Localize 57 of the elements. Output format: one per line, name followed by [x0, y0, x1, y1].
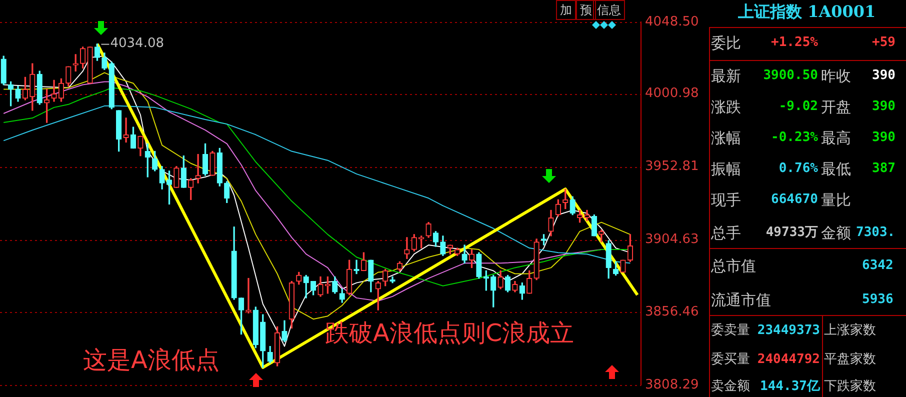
text: 上证指数 1A0001 — [738, 1, 876, 23]
text: 总手 — [711, 223, 741, 243]
text: 144.37亿 — [760, 378, 820, 396]
text: 最高 — [821, 128, 851, 148]
text: +59 — [872, 34, 896, 52]
annotation: 这是A浪低点 — [83, 346, 220, 374]
candlestick — [123, 118, 129, 143]
text: -0.23% — [771, 129, 818, 147]
text: 加 — [556, 0, 576, 20]
annotation: 4034.08 — [110, 36, 164, 52]
text: 昨收 — [821, 66, 851, 86]
text: 现手 — [711, 190, 741, 210]
candlestick — [354, 260, 360, 274]
candlestick — [404, 237, 410, 259]
text: 7303. — [856, 224, 896, 242]
y-tick-label: 4048.50 — [645, 14, 699, 30]
text: 23449373 — [757, 322, 820, 340]
text: 390 — [872, 129, 896, 147]
text: 信息 — [593, 0, 625, 20]
text: 390 — [872, 67, 896, 85]
annotation: 跌破A浪低点则C浪成立 — [325, 319, 574, 348]
text: 平盘家数 — [824, 351, 876, 369]
text: 5936 — [862, 291, 894, 309]
text: 委买量 — [711, 351, 750, 369]
text: 664670 — [771, 191, 818, 209]
y-tick-label: 3808.29 — [645, 378, 699, 393]
text: 卖金额 — [711, 378, 750, 396]
text: 最低 — [821, 159, 851, 179]
candlestick — [51, 80, 57, 102]
y-tick-label: 3904.63 — [645, 232, 699, 247]
text: 振幅 — [711, 159, 741, 179]
text: 委比 — [711, 33, 741, 53]
y-tick-label: 3856.46 — [645, 304, 699, 320]
text: 下跌家数 — [824, 378, 876, 396]
text: 涨跌 — [711, 97, 741, 117]
text: 49733万 — [766, 224, 818, 242]
text: 0.76% — [778, 160, 818, 178]
text: 预 — [576, 0, 596, 20]
text: 387 — [872, 160, 896, 178]
y-tick-label: 3952.81 — [645, 159, 699, 174]
text: 委卖量 — [711, 322, 750, 340]
text: 24044792 — [757, 351, 820, 369]
text: 390 — [872, 98, 896, 116]
text: +1.25% — [771, 34, 818, 52]
text: 流通市值 — [711, 290, 771, 310]
text: 上涨家数 — [824, 322, 876, 340]
text: 开盘 — [821, 97, 851, 117]
text: 量比 — [821, 190, 851, 210]
text: 最新 — [711, 66, 741, 86]
text: 涨幅 — [711, 128, 741, 148]
text: 金额 — [821, 223, 851, 243]
y-tick-label: 4000.98 — [645, 86, 699, 102]
text: 6342 — [862, 257, 894, 275]
text: 3900.50 — [763, 67, 818, 85]
text: 总市值 — [711, 256, 756, 276]
candlestick — [195, 154, 201, 184]
text: -9.02 — [778, 98, 818, 116]
